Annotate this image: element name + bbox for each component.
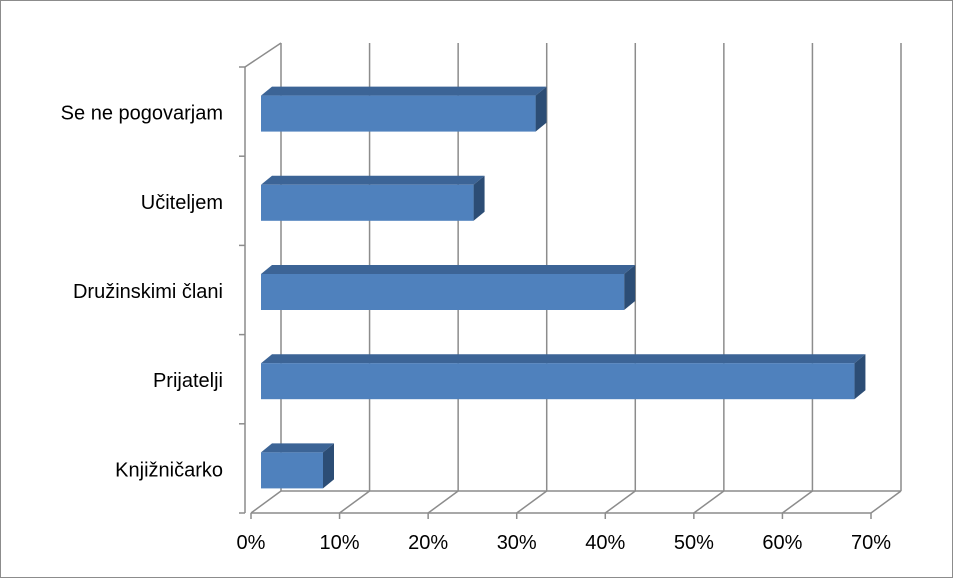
floor-gridline (516, 490, 548, 514)
bar-top-face (261, 86, 547, 96)
bar-side-face (854, 354, 866, 400)
grid-layer (239, 42, 902, 519)
bar-top-face (261, 443, 334, 453)
x-tick-label: 60% (762, 532, 802, 554)
bar (261, 274, 625, 310)
x-tick-label: 50% (674, 532, 714, 554)
category-label: Knjižničarko (115, 459, 223, 481)
floor-gridline (604, 490, 636, 514)
bar (261, 452, 323, 489)
y-axis-top-edge (244, 42, 282, 68)
bars-layer (261, 86, 866, 489)
floor-gridline (870, 490, 902, 514)
x-tick-label: 10% (320, 532, 360, 554)
bar-side-face (535, 86, 547, 132)
category-label: Se ne pogovarjam (61, 103, 223, 125)
bar-top-face (261, 175, 485, 185)
bar-side-face (323, 443, 334, 489)
labels-layer: 0% 10% 20% 30% 40% 50% 60% 70% Se ne pogovarjam U… (61, 103, 892, 554)
x-tick-label: 40% (585, 532, 625, 554)
category-label: Učiteljem (141, 192, 223, 214)
x-tick-label: 70% (851, 532, 891, 554)
floor-gridline (427, 490, 459, 514)
bar (261, 95, 536, 132)
floor-gridline (339, 490, 371, 514)
bar-top-face (261, 354, 866, 364)
x-tick-label: 0% (237, 532, 266, 554)
x-tick-label: 20% (408, 532, 448, 554)
bar-top-face (261, 265, 636, 274)
category-label: Družinskimi člani (73, 281, 223, 303)
bar-side-face (473, 175, 485, 221)
floor-gridline (781, 490, 813, 514)
bar-side-face (624, 265, 636, 310)
floor-gridline (250, 490, 282, 514)
category-label: Prijatelji (153, 370, 223, 392)
floor-gridline (693, 490, 725, 514)
bar (261, 363, 855, 400)
x-tick-label: 30% (497, 532, 537, 554)
bar (261, 184, 474, 221)
